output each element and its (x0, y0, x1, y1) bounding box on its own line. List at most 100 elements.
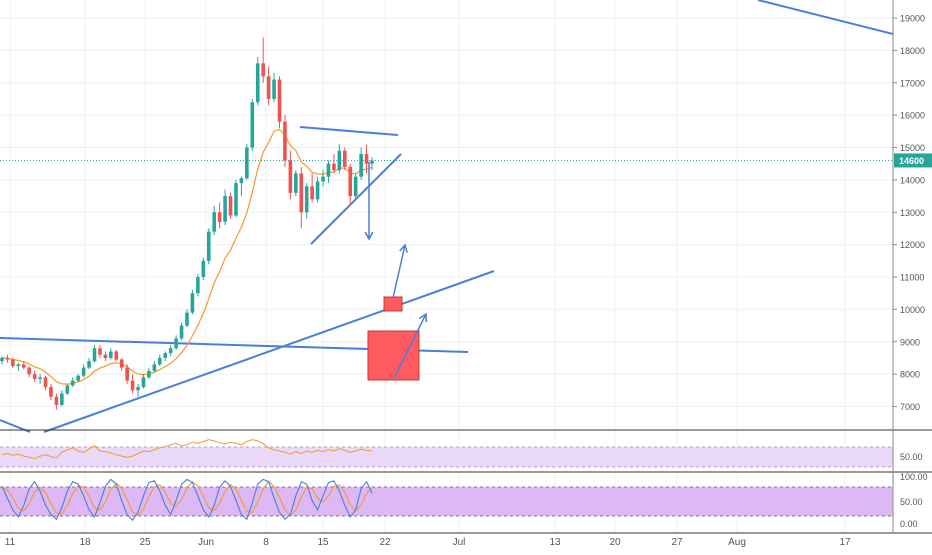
candle-body (261, 63, 265, 77)
candle-body (288, 160, 293, 193)
candle-body (228, 196, 233, 216)
candles (0, 37, 374, 410)
candle-body (27, 367, 32, 375)
candle-body (136, 387, 140, 391)
candle-body (65, 385, 70, 394)
rising-trendline (43, 270, 495, 433)
candle-body (49, 387, 53, 397)
candle-body (370, 160, 374, 164)
candle-body (321, 176, 325, 182)
price-tick-label: 12000 (900, 240, 925, 250)
candle-body (337, 150, 342, 171)
time-tick-label: 25 (139, 537, 151, 548)
candle-body (255, 63, 260, 103)
candle-body (157, 357, 162, 365)
grid (0, 0, 893, 533)
stoch-d-path (1, 480, 373, 517)
candle-body (299, 173, 304, 213)
price-tick-label: 17000 (900, 78, 925, 88)
candle-body (201, 260, 206, 277)
last-price-label: 14600 (899, 156, 924, 166)
candle-body (60, 393, 64, 405)
candle-body (43, 377, 48, 388)
candle-body (38, 377, 42, 379)
time-tick-label: 20 (609, 537, 621, 548)
candle-body (81, 367, 86, 376)
candle-body (348, 166, 353, 197)
candle-body (11, 359, 15, 367)
time-tick-label: Jul (453, 537, 466, 548)
candle-body (223, 196, 227, 222)
rsi-line (1, 439, 373, 460)
descending-trendline (757, 0, 894, 35)
up-arrow-lower-head (419, 312, 428, 323)
candle-body (272, 79, 276, 99)
candle-body (163, 353, 168, 358)
candle-body (54, 396, 59, 405)
candle-body (16, 364, 21, 367)
rsi-path (1, 439, 373, 460)
ema-path (1, 128, 373, 385)
up-arrow-upper-head (399, 243, 408, 253)
candle-body (206, 231, 211, 261)
price-tick-label: 18000 (900, 46, 925, 56)
candle-body (315, 181, 320, 200)
candle-body (190, 293, 195, 313)
annotations (364, 162, 428, 381)
candle-body (332, 163, 336, 171)
candle-body (196, 277, 200, 294)
down-arrow-head (364, 231, 374, 241)
candle-body (353, 176, 358, 197)
candle-body (141, 377, 146, 388)
candle-body (76, 375, 80, 381)
candle-body (217, 212, 222, 222)
time-tick-label: 27 (671, 537, 683, 548)
stoch-band (0, 486, 893, 517)
up-arrow-lower-shaft (393, 313, 427, 379)
ema-line (1, 128, 373, 385)
price-tick-label: 9000 (900, 337, 920, 347)
price-tick-label: 7000 (900, 402, 920, 412)
candle-body (21, 364, 26, 368)
rsi-level-label: 50.00 (900, 452, 923, 462)
price-tick-label: 10000 (900, 305, 925, 315)
price-tick-label: 13000 (900, 208, 925, 218)
candle-body (92, 348, 97, 362)
time-tick-label: Aug (728, 537, 746, 548)
candle-body (32, 374, 37, 379)
candle-body (304, 186, 309, 213)
time-tick-label: 15 (317, 537, 329, 548)
candle-body (114, 351, 119, 360)
triangle-upper-line (299, 126, 399, 136)
candle-body (326, 163, 331, 177)
candle-body (283, 121, 287, 161)
rsi-band (0, 446, 893, 468)
time-tick-label: 17 (839, 537, 851, 548)
stoch-tick-label: 50.00 (900, 497, 923, 507)
price-tick-label: 14000 (900, 175, 925, 185)
price-tick-label: 11000 (900, 273, 924, 283)
stoch-lines (1, 478, 373, 522)
candle-body (119, 359, 124, 368)
candle-body (5, 357, 10, 360)
price-tick-label: 19000 (900, 14, 925, 24)
up-arrow-upper-shaft (392, 244, 406, 299)
price-tick-label: 16000 (900, 111, 925, 121)
price-tick-label: 15000 (900, 143, 925, 153)
candle-body (179, 325, 184, 339)
trendlines (0, 0, 894, 433)
candle-body (342, 150, 347, 167)
target-box-small (383, 296, 403, 312)
candle-body (152, 364, 157, 371)
candle-body (174, 338, 178, 349)
candle-body (294, 173, 298, 193)
rsi-band-fill (0, 447, 893, 467)
candle-body (234, 183, 238, 216)
candle-body (310, 186, 314, 200)
stoch-tick-label: 100.00 (900, 472, 928, 482)
candle-body (87, 361, 91, 368)
price-tick-label: 8000 (900, 370, 920, 380)
